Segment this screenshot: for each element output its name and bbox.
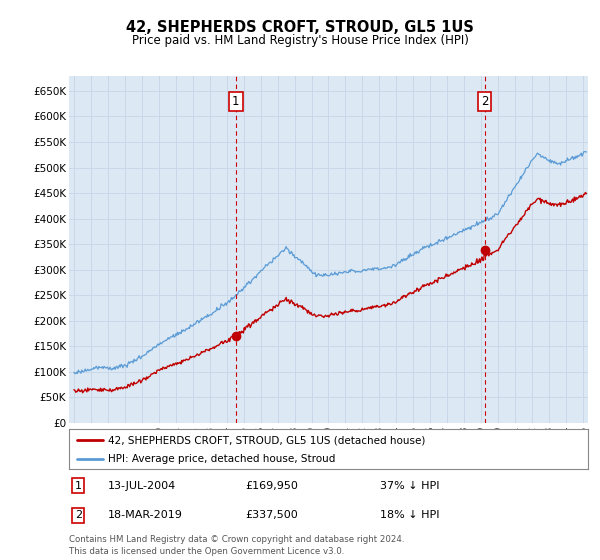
Text: 13-JUL-2004: 13-JUL-2004 (108, 480, 176, 491)
Text: 37% ↓ HPI: 37% ↓ HPI (380, 480, 440, 491)
Text: 42, SHEPHERDS CROFT, STROUD, GL5 1US (detached house): 42, SHEPHERDS CROFT, STROUD, GL5 1US (de… (108, 435, 425, 445)
Text: £169,950: £169,950 (245, 480, 298, 491)
Text: 18% ↓ HPI: 18% ↓ HPI (380, 510, 440, 520)
Text: 18-MAR-2019: 18-MAR-2019 (108, 510, 183, 520)
Text: HPI: Average price, detached house, Stroud: HPI: Average price, detached house, Stro… (108, 454, 335, 464)
Text: Price paid vs. HM Land Registry's House Price Index (HPI): Price paid vs. HM Land Registry's House … (131, 34, 469, 46)
Text: Contains HM Land Registry data © Crown copyright and database right 2024.
This d: Contains HM Land Registry data © Crown c… (69, 535, 404, 556)
Text: 1: 1 (232, 95, 239, 108)
Text: 2: 2 (481, 95, 488, 108)
Text: 42, SHEPHERDS CROFT, STROUD, GL5 1US: 42, SHEPHERDS CROFT, STROUD, GL5 1US (126, 20, 474, 35)
Text: 2: 2 (75, 510, 82, 520)
Text: £337,500: £337,500 (245, 510, 298, 520)
Text: 1: 1 (75, 480, 82, 491)
